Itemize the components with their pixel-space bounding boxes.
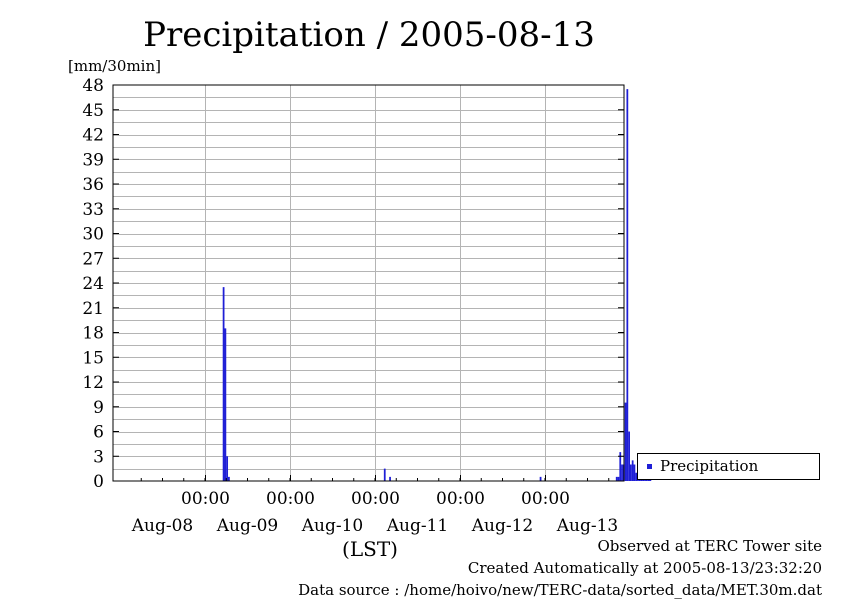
y-tick-label: 33 — [82, 200, 104, 220]
y-tick-label: 18 — [82, 324, 104, 344]
x-tick-date-label: Aug-12 — [471, 516, 533, 536]
y-tick-label: 27 — [82, 249, 104, 269]
precipitation-bar — [615, 476, 618, 481]
y-tick-label: 21 — [82, 299, 104, 319]
y-tick-label: 45 — [82, 101, 104, 121]
precipitation-bar — [628, 431, 630, 481]
y-tick-label: 24 — [82, 274, 104, 294]
precipitation-bar — [621, 464, 623, 481]
y-tick-label: 39 — [82, 150, 104, 170]
precipitation-bar — [222, 287, 225, 481]
y-tick-label: 3 — [93, 447, 104, 467]
x-tick-date-label: Aug-09 — [216, 516, 278, 536]
x-tick-time-label: 00:00 — [181, 489, 230, 509]
y-tick-label: 48 — [82, 76, 104, 96]
precipitation-bar — [228, 476, 230, 481]
y-tick-label: 42 — [82, 126, 104, 146]
x-axis-label: (LST) — [342, 537, 398, 561]
footer-created: Created Automatically at 2005-08-13/23:3… — [467, 559, 822, 577]
y-tick-label: 15 — [82, 348, 104, 368]
precipitation-bar — [624, 402, 627, 481]
chart-title: Precipitation / 2005-08-13 — [143, 15, 595, 55]
precipitation-bar — [619, 452, 622, 481]
y-tick-label: 36 — [82, 175, 104, 195]
y-axis-label: [mm/30min] — [68, 57, 161, 75]
precipitation-bar — [635, 472, 638, 481]
precipitation-bar — [226, 456, 229, 481]
chart-grid — [113, 85, 624, 481]
footer-observed: Observed at TERC Tower site — [597, 537, 822, 555]
x-tick-time-label: 00:00 — [521, 489, 570, 509]
y-tick-label: 9 — [93, 398, 104, 418]
precipitation-bar — [631, 460, 634, 481]
precipitation-bar — [383, 468, 386, 481]
precipitation-bar — [633, 464, 636, 481]
y-tick-label: 0 — [93, 472, 104, 492]
precipitation-bar — [539, 476, 542, 481]
x-tick-date-label: Aug-13 — [556, 516, 618, 536]
x-tick-date-label: Aug-11 — [386, 516, 448, 536]
precipitation-bar — [617, 476, 620, 481]
legend-label-precipitation: Precipitation — [660, 457, 759, 475]
y-tick-label: 30 — [82, 225, 104, 245]
x-tick-date-label: Aug-10 — [301, 516, 363, 536]
precipitation-bar — [224, 328, 227, 481]
x-tick-time-label: 00:00 — [266, 489, 315, 509]
x-axis-ticks: 00:00 00:00 00:00 00:00 00:00 Aug-08 Aug-09 Aug… — [131, 475, 618, 536]
legend-swatch — [647, 464, 652, 469]
x-tick-time-label: 00:00 — [351, 489, 400, 509]
precipitation-bar — [630, 464, 632, 481]
footer-source: Data source : /home/hoivo/new/TERC-data/… — [298, 581, 822, 599]
x-tick-date-label: Aug-08 — [131, 516, 193, 536]
y-tick-label: 6 — [93, 423, 104, 443]
legend: Precipitation — [637, 453, 820, 480]
precipitation-bar — [389, 476, 391, 481]
x-tick-time-label: 00:00 — [436, 489, 485, 509]
precipitation-bar — [626, 89, 629, 481]
y-tick-label: 12 — [82, 373, 104, 393]
